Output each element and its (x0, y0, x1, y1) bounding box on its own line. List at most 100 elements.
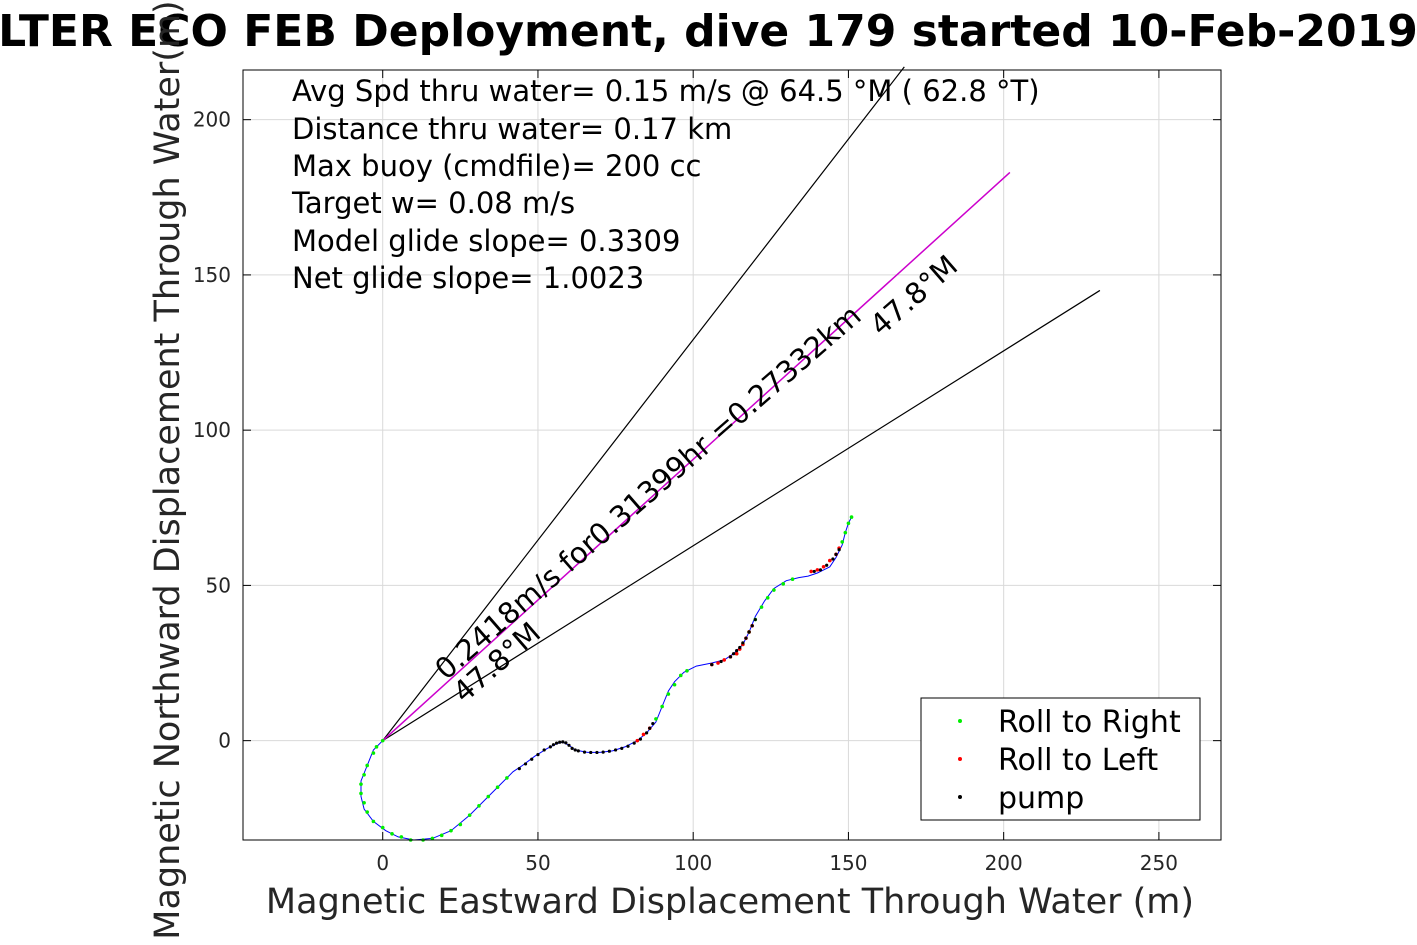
y-tick-label: 200 (193, 108, 231, 132)
heading-cone (382, 66, 1101, 742)
roll-left-point (809, 569, 813, 574)
points-layer (359, 515, 854, 842)
pump-point (719, 659, 723, 664)
legend-marker-pump (958, 795, 962, 799)
pump-point (738, 645, 742, 650)
roll-left-point (734, 651, 739, 656)
roll-right-point (439, 833, 444, 838)
x-tick-label: 50 (525, 851, 550, 875)
roll-right-point (374, 745, 379, 749)
roll-right-point (362, 800, 366, 805)
roll-left-point (722, 658, 727, 662)
pump-point (576, 749, 580, 753)
roll-left-point (828, 558, 832, 563)
stat-line: Model glide slope= 0.3309 (292, 224, 680, 258)
pump-point (542, 748, 546, 752)
tick-labels: 0 50 100 150 200 250 0 50 100 150 200 (193, 108, 1178, 875)
roll-right-point (486, 794, 491, 799)
stat-line: Target w= 0.08 m/s (291, 186, 575, 220)
pump-point (750, 624, 754, 628)
y-tick-label: 100 (193, 418, 231, 442)
pump-point (710, 662, 714, 667)
roll-right-point (390, 831, 394, 836)
grid-lines (243, 70, 1221, 840)
stat-line: Avg Spd thru water= 0.15 m/s @ 64.5 °M (… (292, 74, 1040, 108)
pump-point (554, 741, 559, 745)
pump-point (648, 726, 652, 730)
roll-right-point (359, 791, 363, 796)
roll-right-point (467, 813, 472, 817)
roll-left-point (641, 732, 646, 737)
x-tick-label: 200 (985, 851, 1023, 875)
roll-right-point (840, 540, 845, 544)
pump-point (744, 636, 748, 640)
axes (242, 69, 1222, 841)
stat-line: Max buoy (cmdfile)= 200 cc (292, 149, 701, 183)
x-tick-label: 100 (674, 851, 712, 875)
roll-right-point (765, 596, 770, 600)
pump-point (523, 762, 528, 766)
roll-right-point (685, 668, 689, 673)
pump-point (601, 750, 605, 754)
roll-right-point (843, 530, 848, 535)
pump-point (582, 750, 587, 754)
pump-point (573, 748, 577, 752)
roll-right-point (380, 825, 385, 830)
pump-point (645, 731, 649, 735)
roll-right-point (449, 828, 453, 833)
stat-line: Net glide slope= 1.0023 (292, 261, 644, 295)
pump-point (812, 569, 816, 574)
pump-point (747, 630, 751, 634)
roll-right-point (458, 822, 463, 827)
heading-line (382, 171, 1011, 742)
x-axis-label: Magnetic Eastward Displacement Through W… (266, 882, 1194, 922)
legend-label-roll-left: Roll to Left (998, 743, 1158, 778)
roll-left-point (815, 568, 820, 572)
roll-right-point (772, 588, 776, 592)
legend: Roll to Right Roll to Left pump (920, 697, 1201, 821)
roll-right-point (781, 582, 786, 586)
roll-right-point (849, 515, 854, 519)
pump-point (741, 641, 745, 645)
plot-frame (242, 69, 1222, 841)
y-tick-label: 150 (193, 263, 231, 287)
roll-right-point (365, 763, 369, 768)
pump-point (536, 753, 540, 757)
roll-right-point (666, 692, 671, 696)
cone-upper-line (382, 66, 905, 742)
pump-point (638, 737, 643, 741)
roll-left-point (635, 738, 640, 743)
x-tick-label: 0 (376, 851, 389, 875)
roll-right-point (790, 577, 795, 581)
roll-right-point (362, 772, 366, 777)
pump-point (728, 655, 733, 659)
pump-point (551, 743, 556, 747)
pump-point (731, 652, 736, 656)
speed-annotation: 0.2418m/s for0.31399hr =0.27332km (428, 298, 867, 686)
pump-point (595, 750, 599, 755)
pump-point (626, 744, 630, 748)
track-layer (360, 516, 852, 841)
stats-block: Avg Spd thru water= 0.15 m/s @ 64.5 °M (… (291, 74, 1040, 295)
y-axis-label: Magnetic Northward Displacement Through … (148, 0, 188, 939)
roll-right-point (399, 835, 404, 839)
pump-point (613, 748, 618, 752)
pump-point (567, 743, 571, 747)
y-tick-label: 0 (218, 729, 231, 753)
pump-point (548, 745, 552, 749)
pump-point (818, 568, 823, 572)
pump-point (558, 740, 562, 744)
cone-lower-line (382, 289, 1101, 742)
stat-line: Distance thru water= 0.17 km (292, 112, 732, 146)
legend-label-roll-right: Roll to Right (998, 705, 1181, 740)
roll-right-point (654, 717, 658, 721)
pump-point (753, 617, 757, 622)
pump-point (607, 749, 611, 753)
pump-point (632, 741, 636, 745)
roll-right-point (495, 785, 500, 790)
legend-marker-roll-right (958, 719, 962, 723)
pump-point (564, 741, 568, 745)
roll-right-point (477, 804, 481, 808)
roll-right-point (359, 782, 363, 786)
pump-point (825, 563, 829, 567)
